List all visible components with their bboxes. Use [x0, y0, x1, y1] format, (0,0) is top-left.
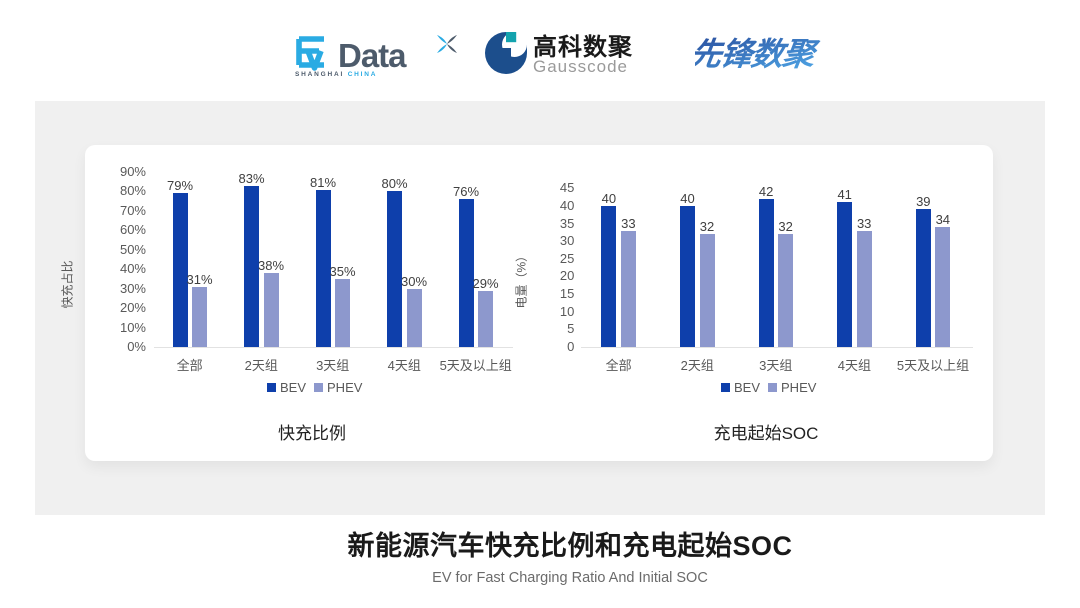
svg-text:先锋数聚: 先锋数聚 — [695, 36, 822, 72]
svg-text:Gausscode: Gausscode — [533, 57, 628, 76]
svg-text:Data: Data — [338, 37, 407, 74]
svg-text:SHANGHAI CHINA: SHANGHAI CHINA — [295, 71, 377, 76]
